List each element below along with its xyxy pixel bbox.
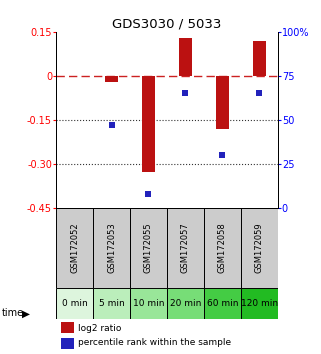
- Text: GSM172053: GSM172053: [107, 223, 116, 273]
- Text: 20 min: 20 min: [170, 299, 201, 308]
- Bar: [241, 208, 278, 288]
- Bar: [167, 208, 204, 288]
- Bar: [204, 288, 241, 319]
- Text: GSM172057: GSM172057: [181, 223, 190, 273]
- Text: 5 min: 5 min: [99, 299, 125, 308]
- Text: 0 min: 0 min: [62, 299, 88, 308]
- Bar: [216, 76, 229, 129]
- Text: GSM172059: GSM172059: [255, 223, 264, 273]
- Text: GSM172052: GSM172052: [70, 223, 79, 273]
- Bar: [130, 288, 167, 319]
- Text: 10 min: 10 min: [133, 299, 164, 308]
- Bar: [167, 288, 204, 319]
- Bar: [179, 38, 192, 76]
- Text: time: time: [2, 308, 24, 318]
- Title: GDS3030 / 5033: GDS3030 / 5033: [112, 18, 221, 31]
- Bar: [56, 208, 93, 288]
- Bar: [241, 288, 278, 319]
- Text: GSM172058: GSM172058: [218, 223, 227, 273]
- Bar: [142, 76, 155, 172]
- Text: ▶: ▶: [22, 309, 30, 319]
- Text: GSM172055: GSM172055: [144, 223, 153, 273]
- Bar: [61, 322, 74, 333]
- Text: log2 ratio: log2 ratio: [78, 324, 122, 332]
- Text: 60 min: 60 min: [206, 299, 238, 308]
- Bar: [93, 288, 130, 319]
- Bar: [204, 208, 241, 288]
- Bar: [105, 76, 118, 82]
- Bar: [253, 41, 266, 76]
- Bar: [56, 288, 93, 319]
- Bar: [93, 208, 130, 288]
- Text: percentile rank within the sample: percentile rank within the sample: [78, 338, 231, 347]
- Bar: [61, 338, 74, 349]
- Bar: [130, 208, 167, 288]
- Text: 120 min: 120 min: [241, 299, 278, 308]
